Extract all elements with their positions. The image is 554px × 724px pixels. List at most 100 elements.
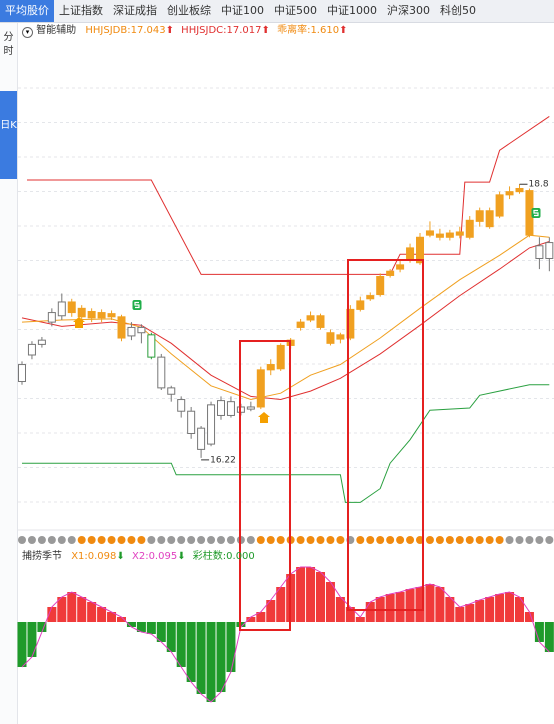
signal-dot xyxy=(97,536,106,544)
signal-dot xyxy=(336,536,345,544)
indicator-value: HHJSJDB:17.043 xyxy=(85,25,166,36)
candle-body xyxy=(406,247,415,259)
signal-dot xyxy=(376,536,385,544)
indicator-value: 乖离率:1.610 xyxy=(277,25,340,36)
histogram-bar xyxy=(216,622,226,692)
candle-body xyxy=(326,332,335,344)
candle-body xyxy=(366,295,375,300)
histogram-bar xyxy=(455,607,465,622)
dropdown-icon[interactable]: ▾ xyxy=(22,27,33,38)
signal-dot xyxy=(18,536,26,544)
histogram-bar xyxy=(445,597,455,622)
index-tab[interactable]: 创业板综 xyxy=(167,4,211,17)
histogram-bar xyxy=(524,612,534,622)
histogram-bar xyxy=(57,597,67,622)
candle-body xyxy=(157,356,166,389)
candle-body xyxy=(266,364,275,371)
candle-body xyxy=(545,242,554,259)
histogram-bar xyxy=(186,622,196,682)
indicator-legend: ▾ 智能辅助 HHJSJDB:17.043⬆ HHJSJDC:17.017⬆ 乖… xyxy=(22,24,347,38)
candle-body xyxy=(416,236,424,264)
index-tabs: 平均股价 上证指数 深证成指 创业板综 中证100 中证500 中证1000 沪深300 科创5… xyxy=(0,0,554,23)
signal-dot xyxy=(266,536,275,544)
candle-body xyxy=(217,400,225,416)
signal-dot xyxy=(117,536,126,544)
candle-body xyxy=(336,334,345,340)
histogram-bar xyxy=(117,617,126,622)
signal-dot xyxy=(316,536,325,544)
candle-body xyxy=(396,264,405,270)
index-tab[interactable]: 平均股价 xyxy=(0,0,54,22)
histogram-bar xyxy=(246,617,256,622)
sub-value: X1:0.098 xyxy=(71,551,117,562)
highlight-box xyxy=(239,340,291,631)
signal-dot xyxy=(187,536,196,544)
signal-dot xyxy=(525,536,534,544)
signal-dot xyxy=(226,536,235,544)
candle-body xyxy=(346,308,355,339)
histogram-bar xyxy=(335,597,345,622)
histogram-bar xyxy=(276,587,286,622)
signal-dot xyxy=(67,536,76,544)
candle-body xyxy=(97,312,106,319)
histogram-bar xyxy=(97,607,107,622)
annotations xyxy=(239,259,424,631)
signal-dot xyxy=(87,536,96,544)
candle-body xyxy=(226,401,235,416)
candle-body xyxy=(316,315,325,328)
x1-line xyxy=(21,566,550,703)
index-tab[interactable]: 科创50 xyxy=(440,4,476,17)
indicator-line xyxy=(21,241,550,401)
histogram-bar xyxy=(67,592,77,622)
candle-body xyxy=(455,231,464,236)
signal-dot xyxy=(256,536,265,544)
signal-dot xyxy=(246,536,255,544)
signal-dot xyxy=(306,536,315,544)
sub-value: X2:0.095 xyxy=(131,551,178,562)
candle-body xyxy=(376,276,385,296)
side-bar: 分时 日K xyxy=(0,23,18,724)
signal-dot xyxy=(77,536,86,544)
histogram-bar xyxy=(325,582,335,622)
histogram-bar xyxy=(485,597,495,622)
histogram-bar xyxy=(136,622,146,632)
signal-dot xyxy=(406,536,415,544)
histogram-bar xyxy=(544,622,554,652)
histogram-bar xyxy=(206,622,216,702)
index-tab[interactable]: 沪深300 xyxy=(387,4,430,17)
signal-dot xyxy=(276,536,285,544)
histogram-bar xyxy=(435,587,445,622)
signal-dot xyxy=(545,536,554,544)
signal-dot xyxy=(505,536,514,544)
sub-name: 捕捞季节 xyxy=(22,551,62,562)
signal-dot xyxy=(515,536,524,544)
histogram-bar xyxy=(316,572,325,622)
histogram-bar xyxy=(534,622,544,642)
annotation-label: 16.22 xyxy=(210,455,236,465)
histogram-bar xyxy=(475,600,485,622)
candle-body xyxy=(475,210,484,222)
sub-value: 彩柱数:0.000 xyxy=(192,551,255,562)
index-tab[interactable]: 中证100 xyxy=(221,4,264,17)
signal-dot xyxy=(57,536,66,544)
index-tab[interactable]: 深证成指 xyxy=(113,4,157,17)
histogram-bar xyxy=(425,584,435,622)
highlight-box xyxy=(347,259,424,611)
side-tab[interactable]: 日K xyxy=(0,91,17,179)
signal-dot xyxy=(167,536,176,544)
side-tab[interactable]: 分时 xyxy=(3,32,14,57)
buy-icon xyxy=(258,412,270,423)
index-tab[interactable]: 中证500 xyxy=(274,4,317,17)
up-arrow: ⬆ xyxy=(261,25,270,36)
histogram-bar xyxy=(126,622,136,627)
candle-body xyxy=(505,191,514,196)
index-tab[interactable]: 中证1000 xyxy=(327,4,377,17)
candle-body xyxy=(77,307,86,318)
index-tab[interactable]: 上证指数 xyxy=(59,4,103,17)
down-arrow: ⬇ xyxy=(116,551,125,562)
histogram-bar xyxy=(465,604,475,622)
signal-dot xyxy=(465,536,474,544)
histogram-bar xyxy=(266,600,276,622)
candle-body xyxy=(147,334,156,358)
signal-dot xyxy=(425,536,434,544)
